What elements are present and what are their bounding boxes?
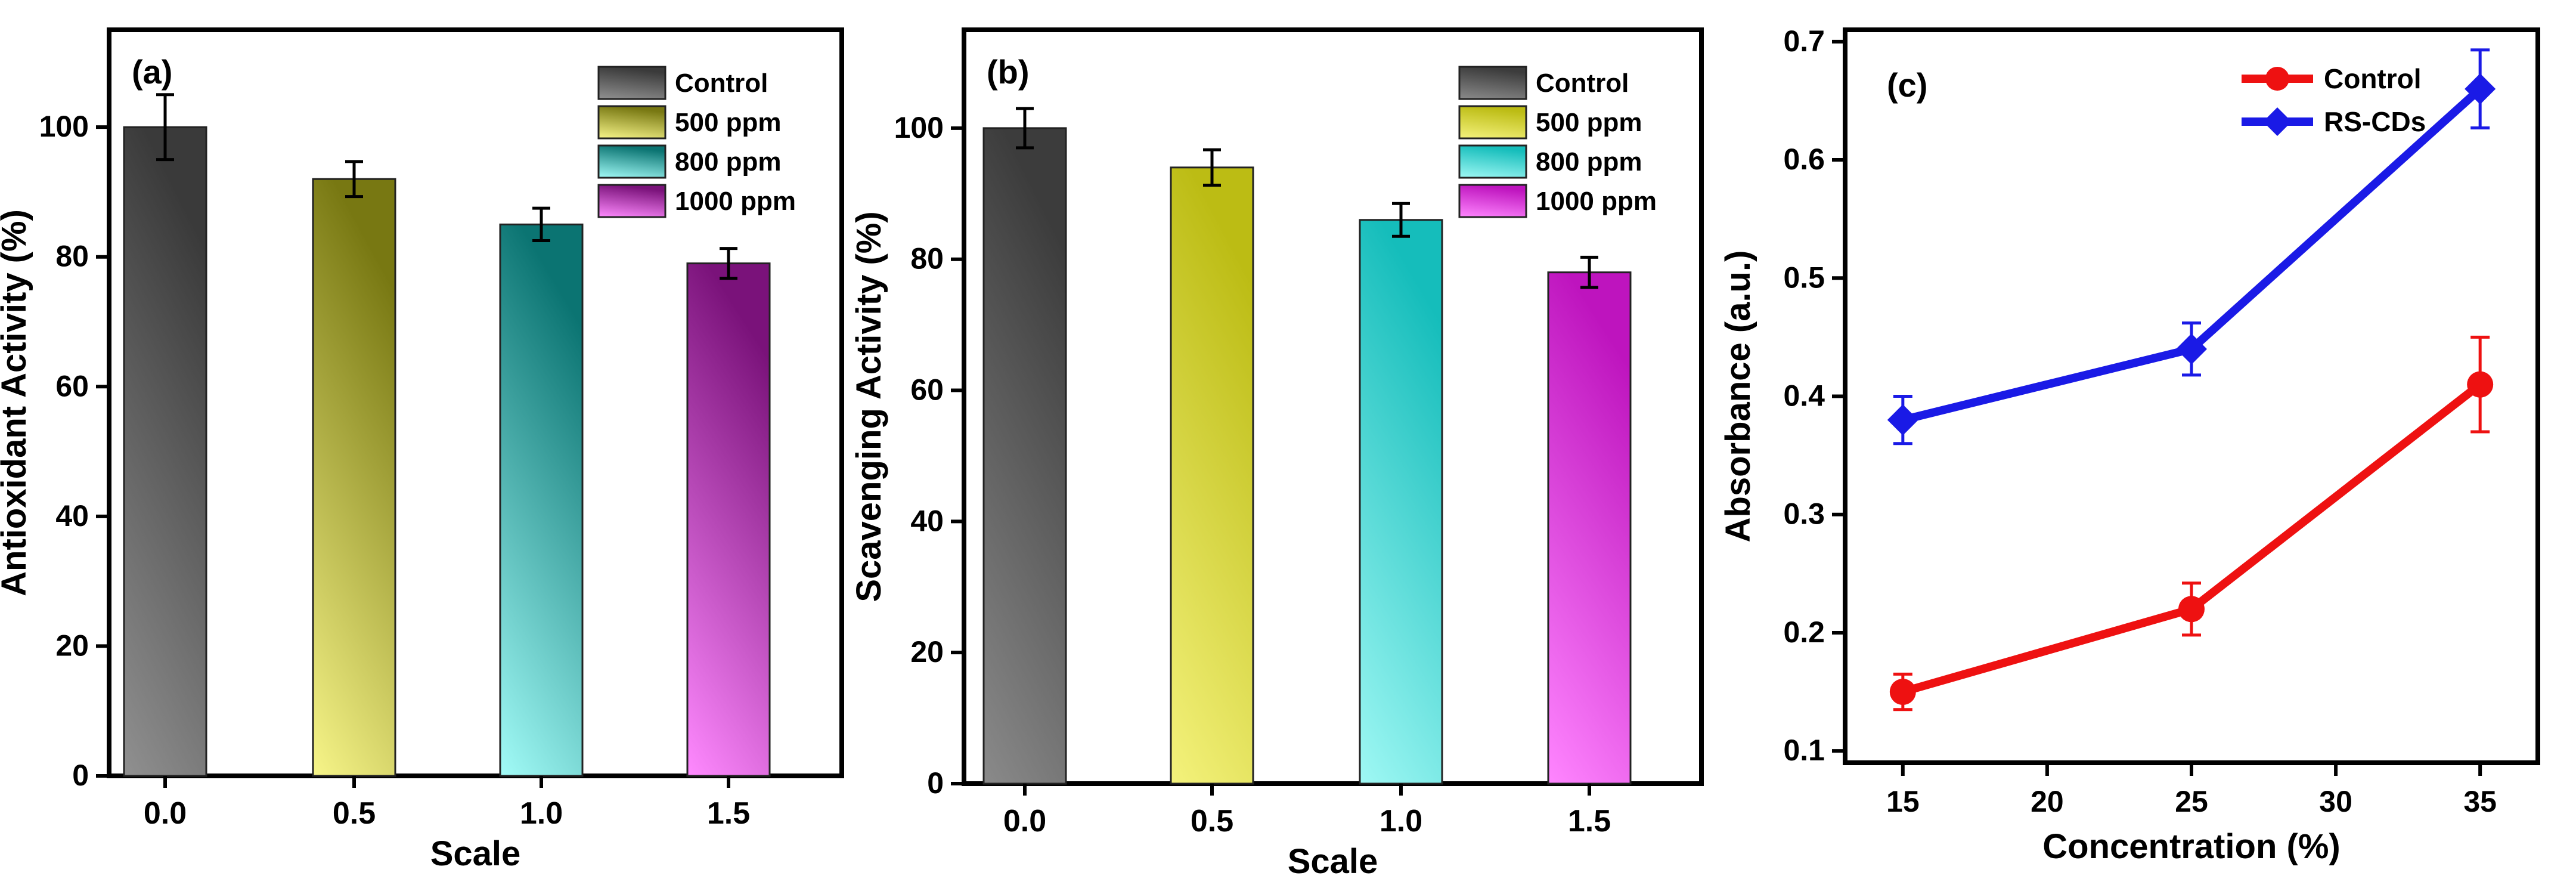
legend-label: 1000 ppm	[675, 187, 796, 216]
legend-label: 500 ppm	[1536, 108, 1642, 137]
y-tick-label: 0.1	[1783, 734, 1825, 767]
panel-label: (a)	[132, 53, 172, 91]
plot-frame	[1843, 27, 2540, 765]
y-tick-label: 0.2	[1783, 615, 1825, 649]
bar-1.5	[686, 262, 771, 777]
x-tick-label: 35	[2463, 785, 2497, 818]
x-tick-label: 30	[2319, 785, 2352, 818]
data-point	[1889, 679, 1916, 706]
data-point	[2178, 596, 2205, 623]
panel-a: 0 20 40 60 80 100 0.0 0.5 1.0 1.5 (a) Control 500 pp…	[0, 27, 844, 873]
legend-swatch	[1458, 105, 1527, 140]
y-tick-label: 0	[927, 766, 944, 800]
bar-1.0	[1359, 219, 1443, 785]
data-point	[1887, 404, 1918, 436]
data-point	[2176, 333, 2207, 365]
y-tick-label: 40	[55, 499, 89, 533]
legend-swatch	[597, 105, 667, 140]
bar-1.5	[1547, 271, 1632, 785]
data-point	[2465, 73, 2496, 105]
legend-label: 1000 ppm	[1536, 187, 1657, 216]
x-axis-title: Scale	[430, 834, 521, 873]
panel-b: 0 20 40 60 80 100 0.0 0.5 1.0 1.5 (b) Control 500 pp…	[850, 27, 1704, 881]
x-tick-label: 25	[2175, 785, 2208, 818]
legend-label: 800 ppm	[1536, 147, 1642, 177]
legend-label: 800 ppm	[675, 147, 782, 177]
legend-swatch	[597, 66, 667, 100]
y-tick-label: 0.3	[1783, 497, 1825, 531]
x-tick-label: 1.5	[707, 796, 750, 831]
bar-0.5	[312, 178, 396, 777]
legend-swatch	[597, 144, 667, 179]
y-tick-label: 0.6	[1783, 143, 1825, 176]
x-tick-label: 0.0	[1003, 804, 1046, 839]
legend-item: RS-CDs	[2242, 106, 2426, 137]
bar-0.0	[123, 126, 207, 777]
y-tick-label: 100	[894, 111, 944, 144]
x-tick-label: 0.0	[144, 796, 187, 831]
y-tick-label: 20	[910, 635, 944, 669]
x-axis-title: Scale	[1288, 842, 1378, 881]
y-tick-label: 20	[55, 629, 89, 662]
y-tick-label: 40	[910, 504, 944, 537]
x-tick-label: 1.5	[1568, 804, 1611, 839]
plot-frame	[107, 27, 844, 778]
x-axis-title: Concentration (%)	[2042, 827, 2340, 866]
y-tick-label: 0	[72, 759, 89, 792]
y-axis-title: Scavenging Activity (%)	[850, 211, 888, 602]
x-tick-label: 0.5	[333, 796, 376, 831]
legend-marker	[2263, 107, 2292, 136]
bar-0.5	[1170, 166, 1254, 785]
series-Control	[1889, 335, 2494, 711]
y-tick-label: 80	[910, 242, 944, 276]
panel-label: (b)	[987, 53, 1030, 91]
y-tick-label: 60	[910, 373, 944, 407]
panel-label: (c)	[1887, 66, 1927, 104]
legend-swatch	[1458, 66, 1527, 100]
panel-c: 0.1 0.2 0.3 0.4 0.5 0.6 0.7 15 20 25 30 35 (c) Contro…	[1719, 24, 2540, 866]
x-tick-label: 0.5	[1191, 804, 1233, 839]
y-tick-label: 100	[39, 110, 89, 143]
x-tick-label: 1.0	[1380, 804, 1422, 839]
series-RS-CDs	[1887, 48, 2496, 445]
legend-label: 500 ppm	[675, 108, 782, 137]
bar-0.0	[982, 127, 1067, 785]
y-tick-label: 60	[55, 369, 89, 403]
legend-marker	[2265, 67, 2289, 91]
y-tick-label: 0.5	[1783, 261, 1825, 294]
x-tick-label: 20	[2031, 785, 2064, 818]
y-tick-label: 80	[55, 240, 89, 273]
plot-frame	[962, 27, 1704, 786]
series-line	[1901, 381, 2483, 696]
y-axis-title: Antioxidant Activity (%)	[0, 209, 33, 596]
legend-label: Control	[1536, 69, 1629, 98]
legend-label: Control	[2324, 63, 2422, 94]
legend-swatch	[597, 184, 667, 218]
x-tick-label: 15	[1886, 785, 1920, 818]
x-tick-label: 1.0	[520, 796, 563, 831]
legend-item: Control	[2242, 63, 2422, 94]
legend-label: RS-CDs	[2324, 106, 2426, 137]
legend-swatch	[1458, 184, 1527, 218]
legend-label: Control	[675, 69, 768, 98]
bar-1.0	[499, 223, 584, 777]
y-tick-label: 0.7	[1783, 24, 1825, 58]
y-axis-title: Absorbance (a.u.)	[1719, 250, 1757, 543]
data-point	[2467, 371, 2494, 398]
y-tick-label: 0.4	[1783, 379, 1825, 413]
legend-swatch	[1458, 144, 1527, 179]
